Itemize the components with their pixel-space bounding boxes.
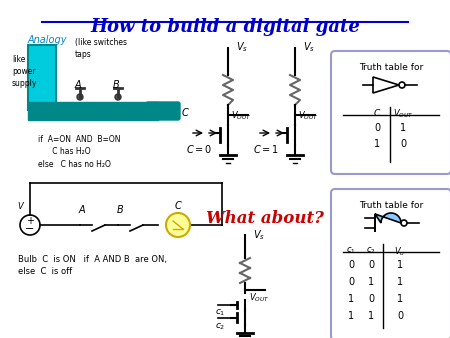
Text: 1: 1	[368, 311, 374, 321]
Text: $C$: $C$	[373, 107, 381, 118]
Text: How to build a digital gate: How to build a digital gate	[90, 18, 360, 36]
FancyBboxPatch shape	[146, 102, 180, 120]
Text: What about?: What about?	[206, 210, 324, 227]
Text: $V_s$: $V_s$	[253, 228, 265, 242]
Text: 1: 1	[368, 277, 374, 287]
Text: A: A	[79, 205, 86, 215]
Text: V: V	[17, 202, 23, 211]
Text: $V_{OUT}$: $V_{OUT}$	[231, 110, 252, 122]
Text: +: +	[26, 216, 34, 226]
Text: like
power
supply: like power supply	[12, 55, 37, 88]
Circle shape	[115, 94, 121, 100]
Text: $V_{OUT}$: $V_{OUT}$	[298, 110, 319, 122]
Text: $V_o$: $V_o$	[395, 245, 405, 258]
Text: $V_{OUT}$: $V_{OUT}$	[249, 292, 270, 305]
Text: 0: 0	[368, 260, 374, 270]
Text: $c_2$: $c_2$	[215, 322, 225, 333]
Text: 0: 0	[400, 139, 406, 149]
Text: $V_s$: $V_s$	[303, 40, 315, 54]
Text: −: −	[25, 224, 35, 234]
Text: C: C	[182, 108, 189, 118]
Text: 1: 1	[374, 139, 380, 149]
Circle shape	[166, 213, 190, 237]
Text: $c_1$: $c_1$	[346, 245, 356, 256]
Text: (like switches
taps: (like switches taps	[75, 38, 127, 59]
Text: 0: 0	[397, 311, 403, 321]
Text: Truth table for: Truth table for	[359, 63, 423, 72]
Text: 0: 0	[348, 277, 354, 287]
Text: A: A	[75, 80, 81, 90]
FancyBboxPatch shape	[331, 189, 450, 338]
Text: 1: 1	[348, 311, 354, 321]
Circle shape	[77, 94, 83, 100]
Text: 1: 1	[397, 294, 403, 304]
Text: 1: 1	[348, 294, 354, 304]
Text: $c_2$: $c_2$	[366, 245, 376, 256]
Text: $V_s$: $V_s$	[236, 40, 248, 54]
Text: 1: 1	[397, 277, 403, 287]
Text: Analogy: Analogy	[28, 35, 68, 45]
FancyBboxPatch shape	[28, 45, 56, 110]
Text: 1: 1	[397, 260, 403, 270]
Circle shape	[399, 82, 405, 88]
Text: $V_{OUT}$: $V_{OUT}$	[393, 107, 413, 120]
Text: Truth table for: Truth table for	[359, 201, 423, 210]
Text: Bulb  C  is ON   if  A AND B  are ON,
else  C  is off: Bulb C is ON if A AND B are ON, else C i…	[18, 255, 167, 276]
Text: $c_1$: $c_1$	[215, 308, 225, 318]
FancyBboxPatch shape	[331, 51, 450, 174]
Text: 0: 0	[348, 260, 354, 270]
Text: 0: 0	[368, 294, 374, 304]
Text: $C=0$: $C=0$	[186, 143, 212, 155]
Polygon shape	[373, 77, 399, 93]
Text: if  A=ON  AND  B=ON
      C has H₂O
else   C has no H₂O: if A=ON AND B=ON C has H₂O else C has no…	[38, 135, 121, 169]
Text: C: C	[175, 201, 181, 211]
Circle shape	[20, 215, 40, 235]
Text: B: B	[113, 80, 120, 90]
FancyBboxPatch shape	[28, 102, 158, 120]
Polygon shape	[375, 213, 401, 232]
Text: $C=1$: $C=1$	[253, 143, 279, 155]
Text: B: B	[117, 205, 123, 215]
Text: 0: 0	[374, 123, 380, 133]
Text: 1: 1	[400, 123, 406, 133]
Circle shape	[401, 220, 407, 226]
